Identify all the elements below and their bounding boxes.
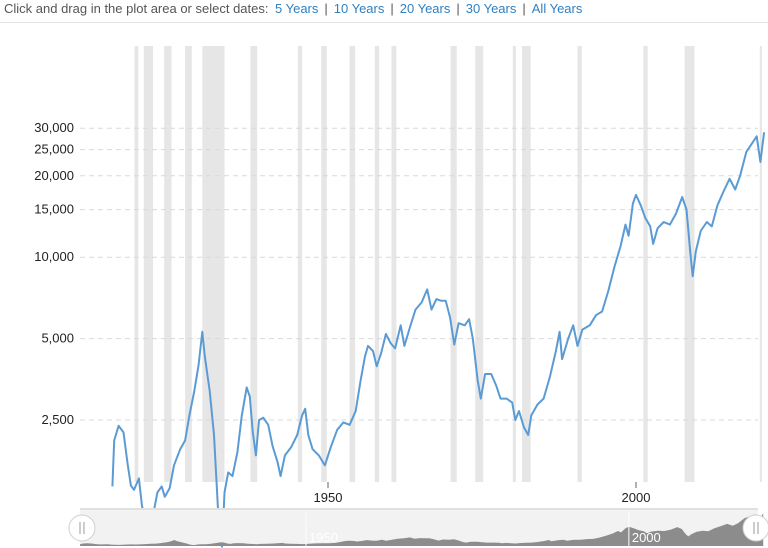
y-tick-label: 5,000	[41, 331, 74, 346]
y-axis-ticks: 2,500 5,000 10,000 15,000 20,000 25,000 30,000	[34, 120, 74, 427]
toolbar-divider	[0, 22, 768, 23]
range-30-years-link[interactable]: 30 Years	[465, 1, 517, 16]
recession-band	[475, 46, 484, 482]
y-tick-label: 25,000	[34, 142, 74, 157]
range-10-years-link[interactable]: 10 Years	[333, 1, 385, 16]
recession-band	[577, 46, 582, 482]
gridlines	[80, 127, 758, 421]
recession-band	[684, 46, 695, 482]
range-prompt: Click and drag in the plot area or selec…	[4, 1, 269, 16]
navigator-series-area	[80, 513, 764, 546]
recession-band	[202, 46, 225, 482]
navigator-label: 1950	[309, 530, 338, 545]
navigator-left-handle-knob[interactable]	[68, 514, 96, 542]
navigator-right-handle[interactable]	[742, 514, 768, 542]
series-lines	[111, 132, 766, 548]
recession-band	[321, 46, 327, 482]
range-separator: |	[324, 1, 328, 16]
recession-band	[759, 46, 762, 482]
recession-band	[512, 46, 516, 482]
range-navigator[interactable]: 1950 2000	[68, 508, 768, 546]
y-tick-label: 10,000	[34, 249, 74, 264]
recession-band	[391, 46, 397, 482]
recession-band	[297, 46, 303, 482]
recession-band	[143, 46, 154, 482]
recession-band	[349, 46, 356, 482]
recession-band	[164, 46, 172, 482]
navigator-left-handle[interactable]	[68, 514, 96, 542]
y-tick-label: 20,000	[34, 168, 74, 183]
range-20-years-link[interactable]: 20 Years	[399, 1, 451, 16]
y-tick-label: 15,000	[34, 202, 74, 217]
recession-band	[374, 46, 380, 482]
recession-bands	[134, 46, 762, 482]
x-tick-label: 1950	[314, 490, 343, 505]
range-separator: |	[456, 1, 460, 16]
series-line	[111, 132, 766, 548]
recession-band	[450, 46, 457, 482]
range-5-years-link[interactable]: 5 Years	[275, 1, 319, 16]
x-axis-ticks: 1950 2000	[314, 482, 651, 505]
y-tick-label: 30,000	[34, 120, 74, 135]
y-tick-label: 2,500	[41, 412, 74, 427]
range-all-years-link[interactable]: All Years	[531, 1, 583, 16]
recession-band	[643, 46, 648, 482]
navigator-label: 2000	[632, 530, 661, 545]
navigator-top-border	[80, 508, 758, 510]
recession-band	[250, 46, 258, 482]
range-toolbar: Click and drag in the plot area or selec…	[0, 0, 768, 20]
recession-band	[134, 46, 139, 482]
x-tick-label: 2000	[622, 490, 651, 505]
range-separator: |	[390, 1, 394, 16]
range-links: 5 Years | 10 Years | 20 Years | 30 Years | All Y…	[275, 1, 582, 16]
navigator-right-handle-knob[interactable]	[742, 514, 768, 542]
recession-band	[522, 46, 531, 482]
navigator-labels: 1950 2000	[305, 512, 661, 546]
recession-band	[185, 46, 192, 482]
range-separator: |	[522, 1, 526, 16]
